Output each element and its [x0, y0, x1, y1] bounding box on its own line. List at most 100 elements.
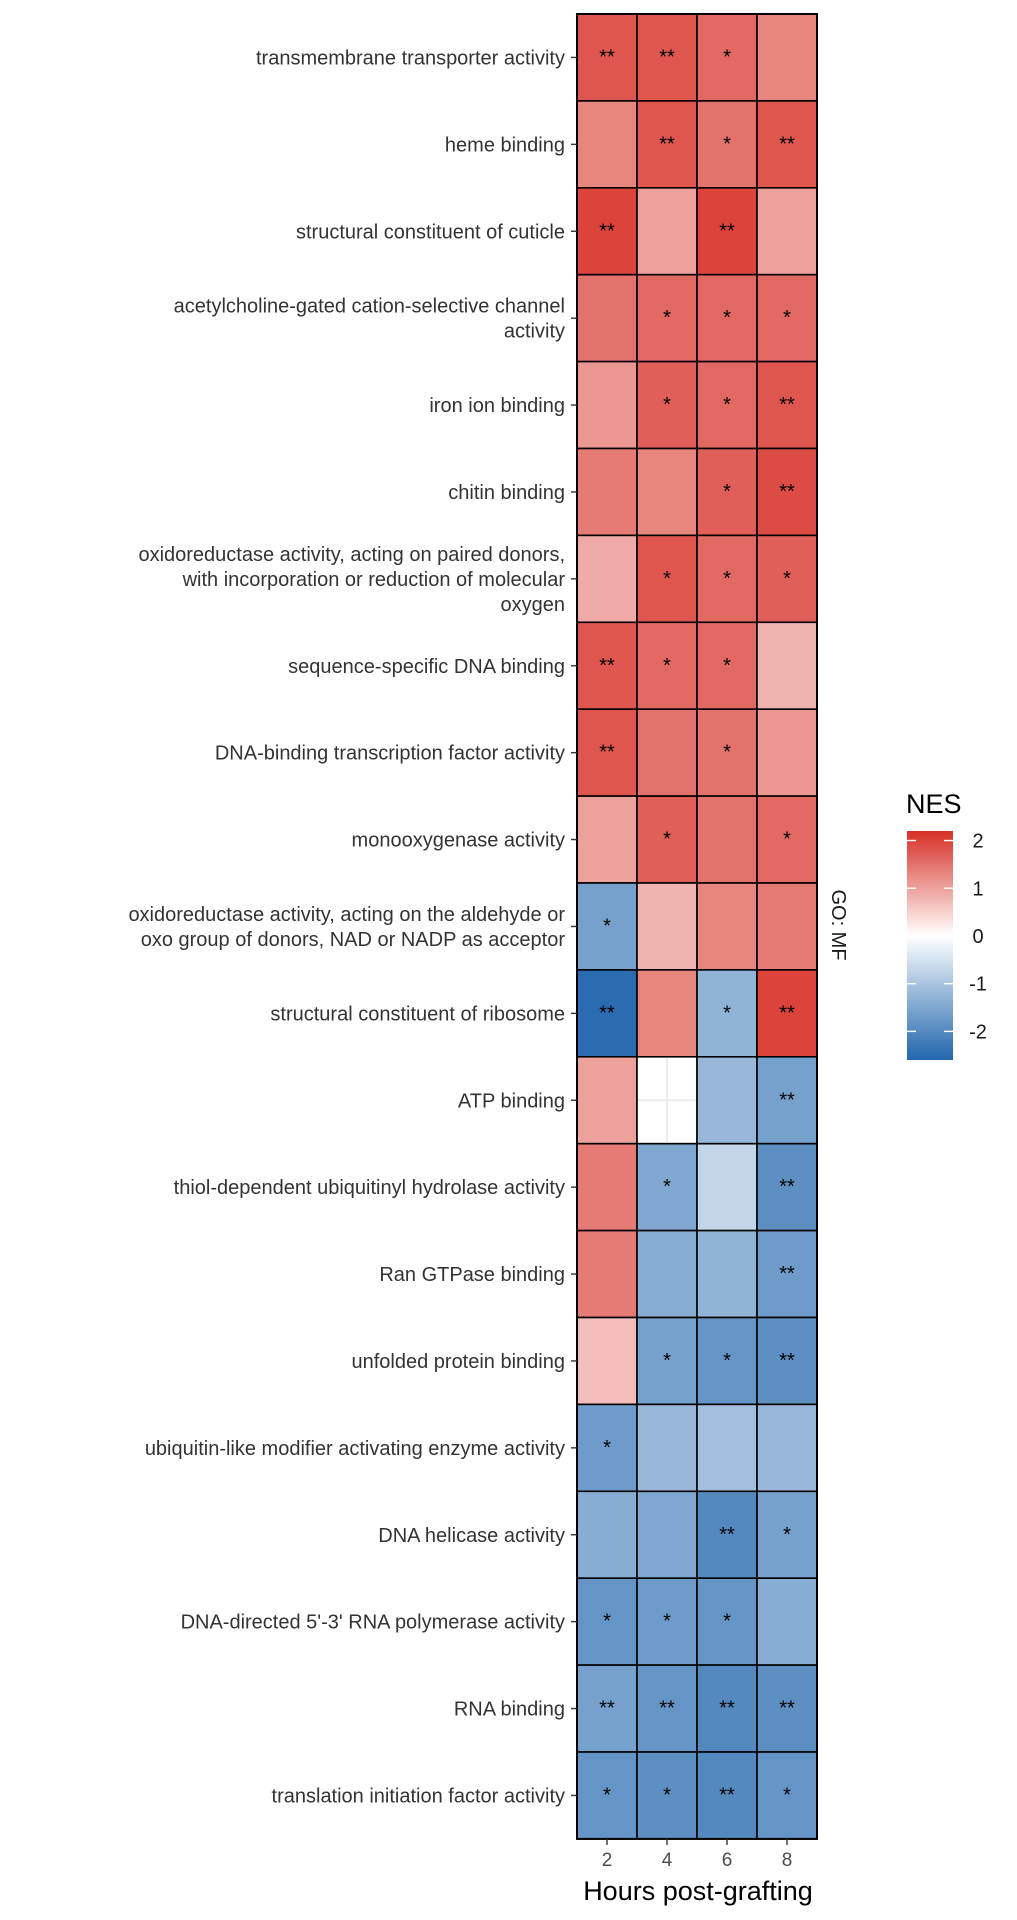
significance-mark: ** — [599, 220, 615, 242]
heatmap-cell — [636, 534, 698, 624]
legend-tick-label: 0 — [972, 926, 983, 948]
significance-mark: ** — [599, 46, 615, 68]
significance-mark: * — [783, 307, 791, 329]
heatmap-cell — [636, 882, 698, 971]
significance-mark: ** — [719, 1784, 735, 1806]
significance-mark: * — [663, 1350, 671, 1372]
significance-mark: * — [783, 568, 791, 590]
row-label: structural constituent of ribosome — [270, 1003, 565, 1025]
x-tick-label: 6 — [722, 1850, 733, 1871]
heatmap-cell — [696, 1664, 758, 1753]
significance-mark: ** — [779, 1176, 795, 1198]
significance-mark: * — [663, 655, 671, 677]
significance-mark: ** — [779, 1089, 795, 1111]
heatmap-cell — [696, 273, 758, 363]
significance-mark: ** — [599, 655, 615, 677]
heatmap-cell — [576, 1229, 638, 1319]
x-tick-label: 4 — [662, 1850, 673, 1871]
significance-mark: * — [663, 394, 671, 416]
significance-mark: * — [603, 1611, 611, 1633]
significance-mark: ** — [659, 133, 675, 155]
significance-mark: * — [603, 1437, 611, 1459]
heatmap-cell — [696, 795, 758, 884]
significance-mark: * — [663, 1611, 671, 1633]
heatmap-cells — [576, 13, 818, 1840]
significance-mark: ** — [779, 481, 795, 503]
row-label: acetylcholine-gated cation-selective cha… — [174, 296, 565, 318]
heatmap-cell — [576, 1664, 638, 1753]
significance-mark: ** — [719, 220, 735, 242]
significance-mark: ** — [779, 1350, 795, 1372]
row-label: unfolded protein binding — [351, 1351, 565, 1373]
row-label: heme binding — [445, 134, 565, 156]
legend-tick-label: 2 — [972, 831, 983, 853]
heatmap-cell — [636, 1316, 698, 1406]
row-label: translation initiation factor activity — [272, 1785, 565, 1807]
heatmap-cell — [756, 187, 818, 276]
significance-mark: * — [603, 915, 611, 937]
heatmap-cell — [636, 708, 698, 797]
x-axis-title: Hours post-grafting — [583, 1876, 813, 1906]
legend: NES 2 1 0 -1 -2 — [906, 789, 987, 1060]
heatmap-cell — [576, 273, 638, 363]
heatmap-cell — [756, 360, 818, 450]
heatmap-cell — [576, 13, 638, 102]
row-label: with incorporation or reduction of molec… — [182, 569, 566, 591]
heatmap-cell — [576, 1751, 638, 1840]
significance-mark: ** — [779, 133, 795, 155]
legend-tick-label: -2 — [969, 1021, 987, 1043]
row-label: iron ion binding — [429, 395, 565, 417]
heatmap-cell — [636, 1751, 698, 1840]
row-label: oxygen — [501, 594, 566, 616]
heatmap-cell — [636, 187, 698, 276]
significance-mark: * — [723, 742, 731, 764]
heatmap-cell — [576, 795, 638, 884]
heatmap-cell — [576, 534, 638, 624]
row-labels: transmembrane transporter activity heme b… — [128, 47, 577, 1807]
significance-mark: ** — [659, 1698, 675, 1720]
significance-mark: * — [663, 1176, 671, 1198]
legend-tick-label: -1 — [969, 974, 987, 996]
heatmap-cell — [636, 621, 698, 710]
heatmap-cell — [696, 882, 758, 971]
heatmap-cell — [576, 1142, 638, 1232]
facet-strip-label: GO: MF — [827, 889, 849, 960]
heatmap-cell — [636, 1403, 698, 1493]
row-label: transmembrane transporter activity — [256, 47, 565, 69]
legend-colorbar — [907, 831, 953, 1060]
row-label: ubiquitin-like modifier activating enzym… — [145, 1438, 565, 1460]
heatmap-cell — [756, 13, 818, 102]
heatmap-cell — [636, 447, 698, 537]
significance-mark: ** — [599, 1002, 615, 1024]
significance-mark: ** — [599, 1698, 615, 1720]
heatmap-cell — [756, 534, 818, 624]
significance-mark: ** — [779, 1263, 795, 1285]
heatmap-cell — [696, 1403, 758, 1493]
significance-mark: * — [663, 1784, 671, 1806]
heatmap-cell — [636, 13, 698, 102]
heatmap-cell — [696, 621, 758, 710]
significance-mark: * — [783, 1784, 791, 1806]
significance-mark: * — [723, 568, 731, 590]
significance-mark: * — [723, 481, 731, 503]
heatmap-cell — [576, 621, 638, 710]
row-label: oxidoreductase activity, acting on paire… — [138, 544, 565, 566]
heatmap-cell — [696, 1056, 758, 1145]
heatmap-cell — [576, 1490, 638, 1580]
heatmap-cell — [636, 969, 698, 1058]
heatmap-cell — [576, 100, 638, 189]
heatmap-cell — [576, 708, 638, 797]
row-label: oxidoreductase activity, acting on the a… — [128, 904, 565, 926]
row-label: monooxygenase activity — [352, 830, 565, 852]
significance-mark: * — [723, 46, 731, 68]
significance-mark: ** — [779, 394, 795, 416]
heatmap-cell — [756, 1577, 818, 1666]
heatmap-cell — [636, 1577, 698, 1666]
row-label: RNA binding — [454, 1699, 565, 1721]
heatmap-cell — [696, 1751, 758, 1840]
significance-mark: ** — [779, 1698, 795, 1720]
heatmap-cell — [756, 1403, 818, 1493]
heatmap-cell — [696, 1316, 758, 1406]
row-label: DNA-directed 5'-3' RNA polymerase activi… — [181, 1612, 565, 1634]
